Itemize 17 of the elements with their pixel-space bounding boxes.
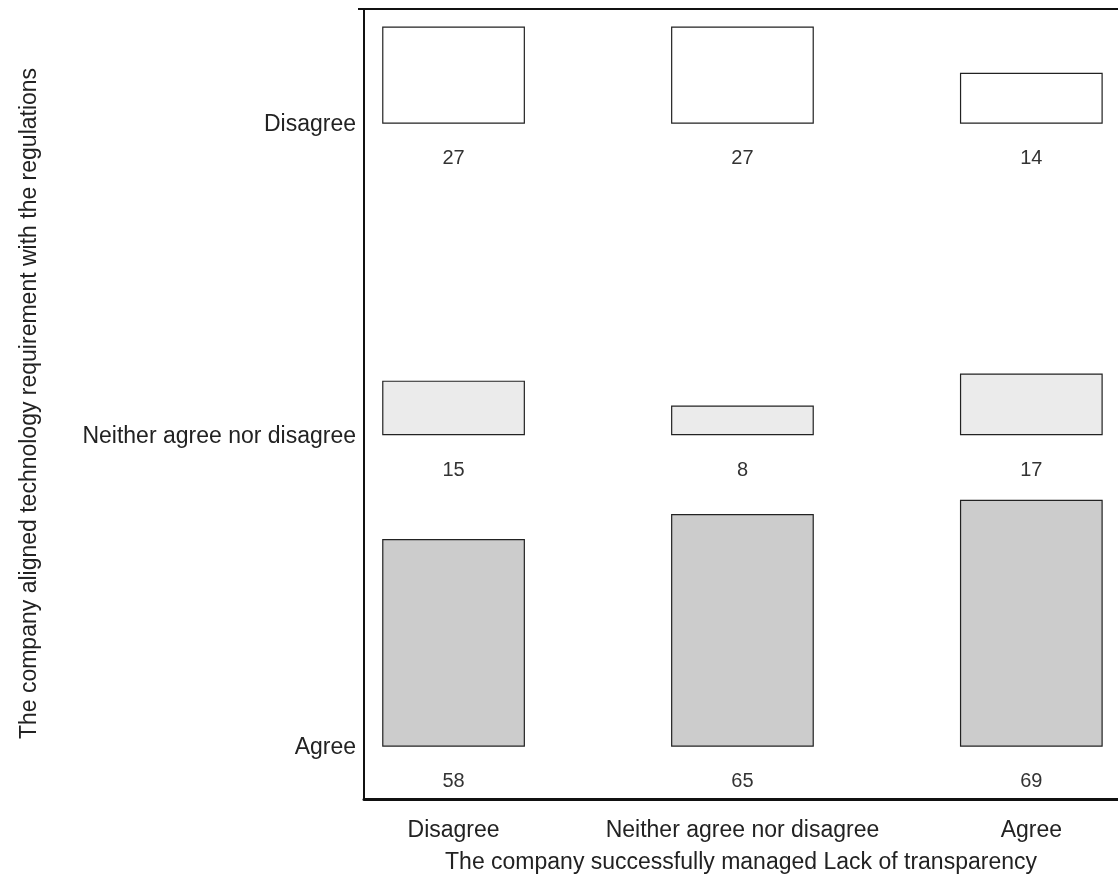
data-label: 69 bbox=[1020, 769, 1043, 792]
x-axis-title: The company successfully managed Lack of transparency bbox=[445, 847, 1038, 874]
y-tick-label: Neither agree nor disagree bbox=[82, 421, 356, 448]
y-tick-label: Agree bbox=[294, 733, 356, 760]
x-tick-label: Agree bbox=[1000, 815, 1063, 842]
data-label: 14 bbox=[1020, 146, 1043, 169]
data-label: 8 bbox=[736, 457, 749, 480]
y-tick-label: Disagree bbox=[263, 110, 356, 137]
data-label: 27 bbox=[442, 146, 465, 169]
data-label: 58 bbox=[442, 769, 465, 792]
data-label: 17 bbox=[1020, 457, 1043, 480]
x-tick-label: Disagree bbox=[407, 815, 500, 842]
data-label: 65 bbox=[731, 769, 754, 792]
x-tick-label: Neither agree nor disagree bbox=[605, 815, 880, 842]
y-axis-title: The company aligned technology requirement with the regulations bbox=[14, 67, 41, 740]
data-label: 27 bbox=[731, 146, 754, 169]
data-label: 15 bbox=[442, 457, 465, 480]
